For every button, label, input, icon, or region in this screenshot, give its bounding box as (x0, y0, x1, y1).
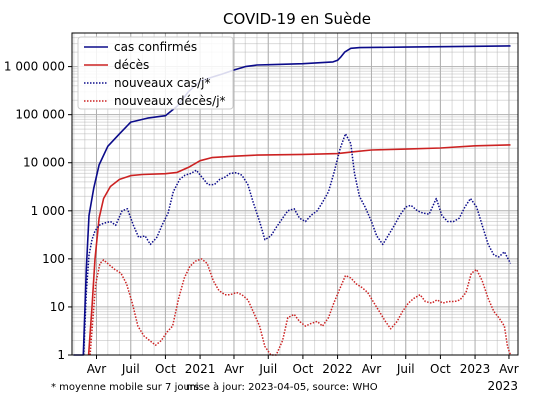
source-note: mise à jour: 2023-04-05, source: WHO (186, 381, 378, 393)
x-tick-label: Oct (293, 362, 314, 376)
x-tick-label: Avr (362, 362, 382, 376)
legend-box (77, 36, 234, 110)
series-line-nouveaux-cas-j (82, 133, 512, 356)
axes: 1 10 100 1 000 10 000 100 000 1 000 000 Avr Juil… (4, 32, 519, 393)
y-tick-label: 1 000 000 (4, 60, 65, 74)
chart-title: COVID-19 en Suède (223, 10, 371, 28)
x-tick-label: Juil (258, 362, 277, 376)
y-tick-label: 1 (57, 348, 65, 362)
x-tick-label: 2022 (322, 362, 353, 376)
x-tick-label: Oct (155, 362, 176, 376)
y-tick-label: 1 000 (31, 204, 65, 218)
footnote: * moyenne mobile sur 7 jours (51, 382, 199, 393)
x-tick-label: Avr (499, 362, 519, 376)
y-tick-label: 100 000 (15, 108, 65, 122)
y-tick-label: 100 (42, 252, 65, 266)
x-tick-label: 2023 (460, 362, 491, 376)
series-line-d-c-s (87, 144, 511, 356)
x-tick-label: Avr (224, 362, 244, 376)
legend: cas confirmés décès nouveaux cas/j* nouveau… (77, 36, 234, 110)
x-tick-label: Oct (430, 362, 451, 376)
plot-frame (71, 32, 519, 356)
x-offset-label: 2023 (487, 379, 518, 393)
x-tick-label: Juil (121, 362, 140, 376)
x-tick-label: Avr (87, 362, 107, 376)
grid (72, 32, 518, 356)
series-line-nouveaux-d-c-s-j (89, 258, 512, 356)
legend-label: nouveaux cas/j* (114, 76, 211, 90)
legend-label: décès (114, 58, 149, 72)
legend-label: cas confirmés (114, 40, 197, 54)
y-tick-label: 10 000 (23, 156, 65, 170)
x-tick-label: Juil (396, 362, 415, 376)
x-tick-label: 2021 (185, 362, 216, 376)
legend-label: nouveaux décès/j* (114, 94, 226, 108)
y-tick-label: 10 (50, 300, 65, 314)
